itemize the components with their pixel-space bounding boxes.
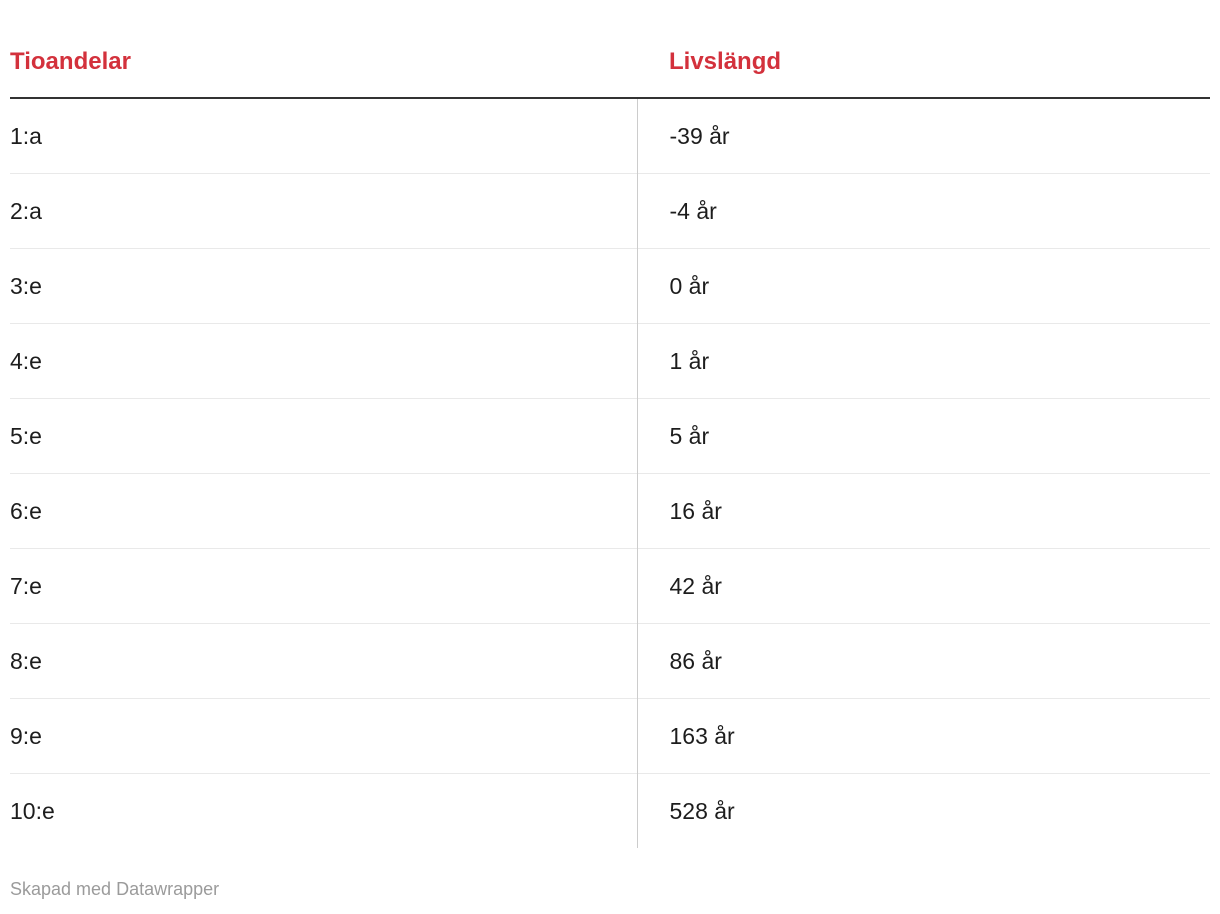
- table-row: 9:e 163 år: [10, 698, 1210, 774]
- table-row: 7:e 42 år: [10, 548, 1210, 624]
- decile-cell: 8:e: [10, 623, 637, 699]
- decile-cell: 9:e: [10, 698, 637, 774]
- decile-cell: 5:e: [10, 398, 637, 474]
- data-table: Tioandelar Livslängd 1:a -39 år 2:a -4 å…: [10, 24, 1210, 848]
- decile-cell: 7:e: [10, 548, 637, 624]
- decile-cell: 1:a: [10, 123, 42, 149]
- table-row: 1:a -39 år: [10, 98, 1210, 174]
- lifespan-cell: -4 år: [636, 173, 1210, 249]
- lifespan-cell: 5 år: [636, 398, 1210, 474]
- decile-cell: 2:a: [10, 173, 637, 249]
- table-row: 8:e 86 år: [10, 623, 1210, 699]
- lifespan-cell: 0 år: [636, 248, 1210, 324]
- table-row: 6:e 16 år: [10, 473, 1210, 549]
- lifespan-cell: 1 år: [636, 323, 1210, 399]
- table-row: 3:e 0 år: [10, 248, 1210, 324]
- decile-cell: 10:e: [10, 773, 637, 848]
- table-body: 1:a -39 år 2:a -4 år 3:e 0 år 4:e 1 år 5…: [10, 98, 1210, 848]
- column-header-tioandelar: Tioandelar: [10, 24, 637, 99]
- decile-cell: 4:e: [10, 323, 637, 399]
- table-row: 10:e 528 år: [10, 773, 1210, 848]
- decile-cell: 6:e: [10, 473, 637, 549]
- lifespan-cell: 42 år: [636, 548, 1210, 624]
- lifespan-cell: 528 år: [636, 773, 1210, 848]
- datawrapper-credit-link[interactable]: Skapad med Datawrapper: [10, 879, 220, 899]
- table-row: 2:a -4 år: [10, 173, 1210, 249]
- lifespan-cell: -39 år: [636, 98, 1210, 174]
- table-row: 5:e 5 år: [10, 398, 1210, 474]
- table-header: Tioandelar Livslängd: [10, 24, 1210, 99]
- lifespan-cell: 16 år: [636, 473, 1210, 549]
- lifespan-cell: 86 år: [636, 623, 1210, 699]
- column-header-livslangd: Livslängd: [637, 24, 1210, 99]
- header-row: Tioandelar Livslängd: [10, 24, 1210, 99]
- decile-cell: 3:e: [10, 248, 637, 324]
- lifespan-cell: 163 år: [636, 698, 1210, 774]
- table-row: 4:e 1 år: [10, 323, 1210, 399]
